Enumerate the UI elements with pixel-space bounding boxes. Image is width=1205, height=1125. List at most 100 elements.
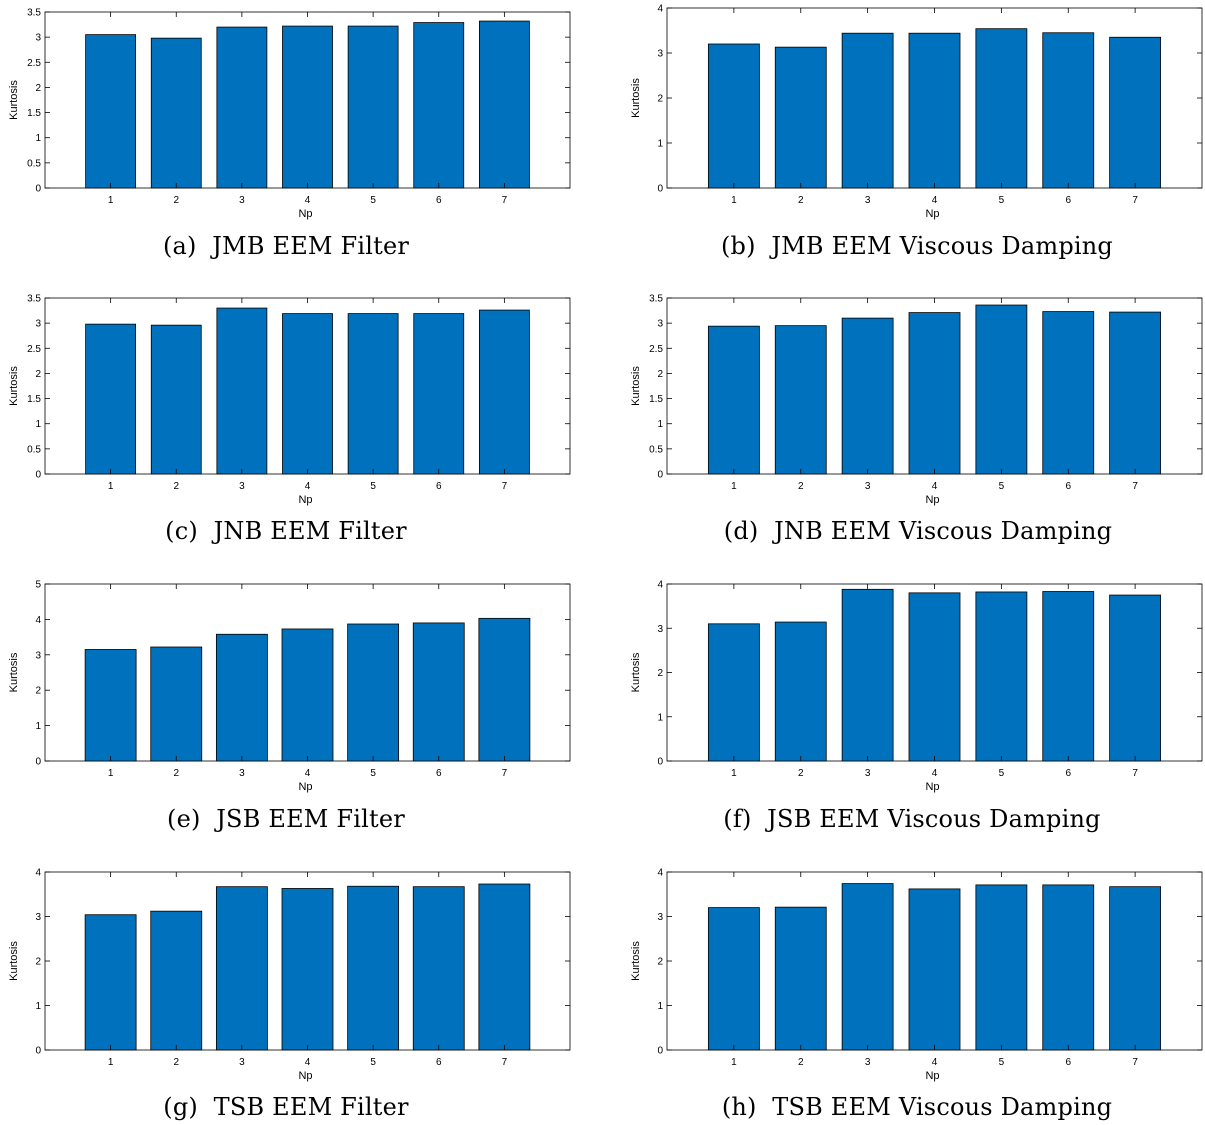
ylabel-f: Kurtosis	[630, 652, 642, 692]
ytick-label-f-1: 1	[657, 712, 663, 723]
xtick-label-d-6: 6	[1065, 481, 1071, 492]
ytick-label-g-4: 4	[35, 868, 41, 879]
ytick-label-f-0: 0	[657, 757, 663, 768]
chart-f: 0 1 2 3 4 1 2 3 4 5 6 7 Np Kurtosis	[630, 580, 1203, 793]
xtick-label-f-3: 3	[865, 768, 871, 779]
ytick-label-b-4: 4	[657, 4, 663, 15]
xtick-label-c-4: 4	[305, 481, 311, 492]
xtick-label-b-1: 1	[731, 195, 737, 206]
bar-f-5	[975, 591, 1028, 762]
bar-a-1	[85, 34, 137, 189]
ytick-label-a-3: 1.5	[27, 108, 41, 119]
xtick-label-h-7: 7	[1132, 1057, 1138, 1068]
xtick-label-c-3: 3	[239, 481, 245, 492]
caption-f: (f) JSB EEM Viscous Damping	[723, 805, 1101, 833]
xtick-label-a-4: 4	[305, 195, 311, 206]
ytick-label-d-5: 2.5	[649, 344, 663, 355]
bar-h-1	[707, 907, 760, 1051]
ytick-label-d-4: 2	[657, 369, 663, 380]
ytick-label-c-6: 3	[35, 319, 41, 330]
bar-g-5	[347, 885, 400, 1051]
xtick-label-e-1: 1	[108, 768, 114, 779]
ytick-label-c-1: 0.5	[27, 444, 41, 455]
ytick-label-d-3: 1.5	[649, 394, 663, 405]
ytick-label-h-1: 1	[657, 1001, 663, 1012]
ylabel-g: Kurtosis	[8, 941, 20, 981]
xtick-label-d-1: 1	[731, 481, 737, 492]
ytick-label-a-2: 1	[35, 133, 41, 144]
ytick-label-a-6: 3	[35, 33, 41, 44]
xtick-label-g-5: 5	[370, 1057, 376, 1068]
ylabel-h: Kurtosis	[630, 941, 642, 981]
caption-d: (d) JNB EEM Viscous Damping	[723, 517, 1113, 545]
xtick-label-g-1: 1	[108, 1057, 114, 1068]
xtick-label-h-1: 1	[731, 1057, 737, 1068]
panel-c: 0 0.5 1 1.5 2 2.5 3 3.5 1 2 3 4 5 6 7 Np Kurtosis (c) JN…	[0, 286, 602, 567]
ytick-label-g-0: 0	[35, 1046, 41, 1057]
ytick-label-g-3: 3	[35, 912, 41, 923]
xtick-label-g-3: 3	[239, 1057, 245, 1068]
ytick-label-f-4: 4	[657, 580, 663, 591]
xtick-label-e-3: 3	[239, 768, 245, 779]
bar-f-7	[1109, 594, 1162, 762]
ytick-label-c-5: 2.5	[27, 344, 41, 355]
xtick-label-d-2: 2	[798, 481, 804, 492]
xtick-label-f-5: 5	[999, 768, 1005, 779]
bar-c-2	[150, 324, 202, 475]
ytick-label-e-2: 2	[35, 686, 41, 697]
bar-a-2	[150, 37, 202, 189]
ylabel-c: Kurtosis	[8, 366, 20, 406]
panel-a: 0 0.5 1 1.5 2 2.5 3 3.5 1 2 3 4 5 6 7 Np Kurtosis (a) JM…	[0, 0, 602, 281]
ytick-label-d-2: 1	[657, 419, 663, 430]
bar-c-5	[347, 313, 399, 475]
chart-e: 0 1 2 3 4 5 1 2 3 4 5 6 7 Np Kurtosis	[8, 580, 571, 793]
xtick-label-f-4: 4	[932, 768, 938, 779]
xlabel-e: Np	[298, 781, 312, 793]
bar-g-7	[478, 883, 531, 1051]
bar-b-2	[774, 46, 827, 189]
bar-f-1	[707, 623, 760, 762]
ytick-label-b-1: 1	[657, 139, 663, 150]
xtick-label-b-4: 4	[932, 195, 938, 206]
xtick-label-a-3: 3	[239, 195, 245, 206]
caption-a: (a) JMB EEM Filter	[162, 232, 410, 260]
xtick-label-e-6: 6	[436, 768, 442, 779]
xtick-label-e-5: 5	[370, 768, 376, 779]
xlabel-b: Np	[925, 208, 939, 220]
xtick-label-a-5: 5	[370, 195, 376, 206]
bar-h-3	[841, 883, 894, 1051]
panel-d: 0 0.5 1 1.5 2 2.5 3 3.5 1 2 3 4 5 6 7 Np Kurtosis (d) JN…	[602, 286, 1205, 567]
bar-a-5	[347, 25, 399, 189]
xtick-label-f-1: 1	[731, 768, 737, 779]
ytick-label-c-3: 1.5	[27, 394, 41, 405]
xtick-label-c-2: 2	[173, 481, 179, 492]
bar-g-6	[412, 886, 465, 1051]
ylabel-a: Kurtosis	[8, 80, 20, 120]
bar-d-1	[707, 325, 760, 475]
bar-g-4	[281, 888, 334, 1051]
xtick-label-b-5: 5	[999, 195, 1005, 206]
bar-h-6	[1042, 884, 1095, 1051]
xtick-label-a-2: 2	[173, 195, 179, 206]
xtick-label-f-7: 7	[1132, 768, 1138, 779]
ytick-label-d-0: 0	[657, 470, 663, 481]
bar-b-3	[841, 32, 894, 189]
ytick-label-f-3: 3	[657, 624, 663, 635]
xtick-label-c-1: 1	[108, 481, 114, 492]
xtick-label-g-7: 7	[502, 1057, 508, 1068]
xtick-label-d-7: 7	[1132, 481, 1138, 492]
xtick-label-a-7: 7	[502, 195, 508, 206]
ytick-label-c-0: 0	[35, 470, 41, 481]
panel-e: 0 1 2 3 4 5 1 2 3 4 5 6 7 Np Kurtosis (e) JSB EEM Filt…	[0, 572, 602, 853]
bar-d-3	[841, 317, 894, 475]
xlabel-f: Np	[925, 781, 939, 793]
ytick-label-d-6: 3	[657, 319, 663, 330]
ytick-label-e-4: 4	[35, 615, 41, 626]
bar-e-4	[281, 628, 334, 762]
bar-d-2	[774, 325, 827, 475]
bar-d-7	[1109, 311, 1162, 475]
xlabel-d: Np	[925, 494, 939, 506]
xtick-label-h-6: 6	[1065, 1057, 1071, 1068]
chart-g: 0 1 2 3 4 1 2 3 4 5 6 7 Np Kurtosis	[8, 868, 571, 1082]
